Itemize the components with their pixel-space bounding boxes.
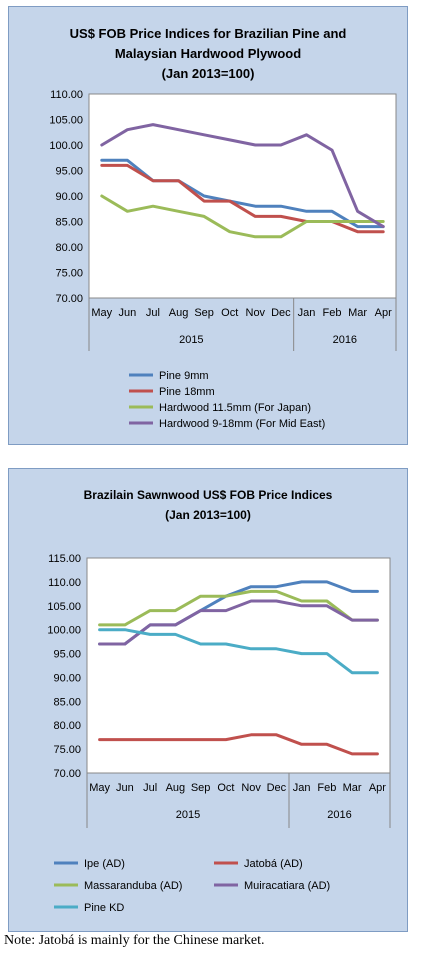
- plywood-x-tick-label: Jul: [146, 307, 160, 319]
- plywood-x-tick-label: Oct: [221, 307, 238, 319]
- plywood-x-tick-label: Dec: [271, 307, 291, 319]
- sawnwood-y-tick-label: 75.00: [53, 744, 81, 756]
- plywood-x-tick-label: Nov: [246, 307, 266, 319]
- sawnwood-x-tick-label: Dec: [267, 782, 287, 794]
- plywood-series-line-hardwood-11-5mm-for-japan: [100, 194, 385, 239]
- plywood-y-tick-label: 70.00: [55, 293, 83, 305]
- sawnwood-x-tick-label: Jul: [143, 782, 157, 794]
- sawnwood-price-chart: Brazilain Sawnwood US$ FOB Price Indices…: [47, 488, 391, 914]
- sawnwood-y-tick-label: 115.00: [48, 553, 81, 565]
- sawnwood-x-tick-label: Feb: [317, 782, 336, 794]
- plywood-series-line-hardwood-9-18mm-for-mid-east: [100, 123, 385, 229]
- plywood-title-line-2: Malaysian Hardwood Plywood: [115, 46, 301, 61]
- sawnwood-y-tick-label: 90.00: [53, 672, 81, 684]
- plywood-y-tick-label: 75.00: [55, 268, 83, 280]
- sawnwood-title-line-2: (Jan 2013=100): [165, 508, 251, 522]
- sawnwood-legend-label-jatob-ad: Jatobá (AD): [244, 858, 303, 870]
- plywood-x-tick-label: Apr: [375, 307, 392, 319]
- sawnwood-y-tick-label: 70.00: [53, 768, 81, 780]
- plywood-legend-label-pine-9mm: Pine 9mm: [159, 370, 209, 382]
- plywood-price-chart: US$ FOB Price Indices for Brazilian Pine…: [49, 26, 397, 430]
- sawnwood-y-tick-label: 105.00: [47, 601, 81, 613]
- plywood-y-tick-label: 110.00: [50, 89, 83, 101]
- plywood-legend-label-hardwood-11-5mm-for-japan: Hardwood 11.5mm (For Japan): [159, 402, 311, 414]
- plywood-y-tick-label: 80.00: [55, 242, 83, 254]
- sawnwood-x-tick-label: Sep: [191, 782, 211, 794]
- sawnwood-year-label: 2016: [327, 809, 351, 821]
- plywood-x-tick-label: Aug: [169, 307, 189, 319]
- sawnwood-series-line-pine-kd: [98, 628, 379, 675]
- sawnwood-x-tick-label: Jun: [116, 782, 134, 794]
- sawnwood-year-label: 2015: [176, 809, 200, 821]
- sawnwood-legend-label-pine-kd: Pine KD: [84, 902, 124, 914]
- plywood-x-tick-label: Feb: [323, 307, 342, 319]
- sawnwood-price-chart-panel: Brazilain Sawnwood US$ FOB Price Indices…: [8, 468, 408, 932]
- plywood-y-tick-label: 90.00: [55, 191, 83, 203]
- footnote: Note: Jatobá is mainly for the Chinese m…: [4, 933, 265, 948]
- plywood-series-line-pine-18mm: [100, 163, 385, 234]
- plywood-title-line-1: US$ FOB Price Indices for Brazilian Pine…: [70, 26, 347, 41]
- plywood-y-tick-label: 85.00: [55, 217, 83, 229]
- plywood-x-tick-label: Jan: [298, 307, 316, 319]
- plywood-price-chart-panel: US$ FOB Price Indices for Brazilian Pine…: [8, 6, 408, 445]
- plywood-y-tick-label: 95.00: [55, 166, 83, 178]
- plywood-x-tick-label: Sep: [194, 307, 214, 319]
- plywood-x-tick-label: Mar: [348, 307, 367, 319]
- sawnwood-x-tick-label: Apr: [369, 782, 386, 794]
- plywood-y-tick-label: 105.00: [49, 115, 83, 127]
- sawnwood-x-tick-label: May: [89, 782, 110, 794]
- sawnwood-x-tick-label: Mar: [343, 782, 362, 794]
- plywood-legend-label-pine-18mm: Pine 18mm: [159, 386, 215, 398]
- plywood-x-tick-label: Jun: [119, 307, 137, 319]
- sawnwood-y-tick-label: 110.00: [48, 577, 81, 589]
- sawnwood-y-tick-label: 80.00: [53, 720, 81, 732]
- plywood-legend-label-hardwood-9-18mm-for-mid-east: Hardwood 9-18mm (For Mid East): [159, 418, 325, 430]
- sawnwood-x-tick-label: Oct: [217, 782, 234, 794]
- sawnwood-legend-label-ipe-ad: Ipe (AD): [84, 858, 125, 870]
- sawnwood-y-tick-label: 95.00: [53, 649, 81, 661]
- sawnwood-x-tick-label: Aug: [166, 782, 186, 794]
- sawnwood-series-line-massaranduba-ad: [98, 589, 379, 627]
- plywood-year-label: 2015: [179, 334, 203, 346]
- sawnwood-legend-label-muiracatiara-ad: Muiracatiara (AD): [244, 880, 330, 892]
- sawnwood-y-tick-label: 100.00: [47, 625, 81, 637]
- plywood-x-tick-label: May: [91, 307, 112, 319]
- sawnwood-y-tick-label: 85.00: [53, 696, 81, 708]
- plywood-year-label: 2016: [333, 334, 357, 346]
- sawnwood-series-line-jatob-ad: [98, 733, 379, 756]
- plywood-y-tick-label: 100.00: [49, 140, 83, 152]
- sawnwood-x-tick-label: Jan: [293, 782, 311, 794]
- sawnwood-title-line-1: Brazilain Sawnwood US$ FOB Price Indices: [84, 488, 333, 502]
- sawnwood-x-tick-label: Nov: [241, 782, 261, 794]
- plywood-title-line-3: (Jan 2013=100): [162, 66, 255, 81]
- sawnwood-legend-label-massaranduba-ad: Massaranduba (AD): [84, 880, 182, 892]
- sawnwood-series-line-muiracatiara-ad: [98, 599, 379, 646]
